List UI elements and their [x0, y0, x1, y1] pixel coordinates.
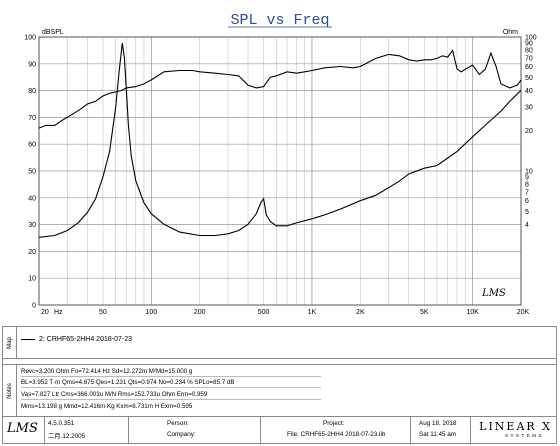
plot-frame	[38, 36, 522, 306]
project-label: Project:	[323, 420, 345, 427]
file-label: File: CRHF65-2HH4 2018-07-23.lib	[287, 431, 386, 438]
right-tick-label: 90	[525, 41, 533, 48]
map-section: Map 2: CRHF65-2HH4 2018-07-23	[3, 327, 556, 359]
legend-line-swatch	[21, 339, 35, 340]
left-tick-label: 80	[28, 88, 36, 95]
right-tick-label: 20	[525, 128, 533, 135]
note-line-2: BL=3.952 T·m Qms=4.675 Qes=1.231 Qts=0.9…	[21, 378, 321, 388]
notes-label-text: Notes	[6, 382, 13, 399]
map-label-text: Map	[6, 336, 13, 349]
build-date-text: 二月.12.2005	[48, 433, 86, 440]
left-tick-label: 70	[28, 115, 36, 122]
linearx-subtitle: SYSTEMS	[504, 433, 544, 438]
x-tick-label: 500	[258, 309, 270, 316]
version-text: 4.5.0.351	[48, 420, 75, 427]
right-tick-label: 60	[525, 64, 533, 71]
legend-entry: 2: CRHF65-2HH4 2018-07-23	[21, 336, 132, 343]
plot-area: SPL vs Freq dBSPL 0 10 20 30 40 50 60 70 80 90 100 Oh…	[24, 12, 537, 316]
note-line-3: Vas=7.827 Ltr Cms=366.003u M/N Rms=152.7…	[21, 390, 321, 400]
x-tick-label: 50	[99, 309, 107, 316]
left-tick-label: 20	[28, 249, 36, 256]
left-tick-label: 0	[32, 303, 36, 310]
lms-logo: LMS	[7, 421, 38, 436]
date-text: Aug 18, 2018	[419, 420, 457, 427]
right-tick-label: 10	[525, 169, 533, 176]
legend-entry-text: 2: CRHF65-2HH4 2018-07-23	[39, 336, 132, 343]
right-tick-label: 8	[525, 181, 529, 188]
x-tick-label: 1K	[308, 309, 317, 316]
footer-date-cell: Aug 18, 2018 Sat 11:45 am	[411, 417, 471, 444]
spl-curve	[38, 49, 522, 129]
right-tick-label: 5	[525, 209, 529, 216]
x-tick-label: 10K	[466, 309, 479, 316]
time-text: Sat 11:45 am	[419, 431, 456, 438]
right-tick-label: 7	[525, 189, 529, 196]
left-tick-label: 60	[28, 142, 36, 149]
map-side-label: Map	[3, 327, 17, 358]
left-tick-label: 90	[28, 61, 36, 68]
right-tick-label: 80	[525, 47, 533, 54]
footer: LMS 4.5.0.351 二月.12.2005 Person: Company…	[3, 417, 556, 444]
right-tick-label: 50	[525, 75, 533, 82]
left-tick-label: 10	[28, 276, 36, 283]
impedance-curve	[38, 43, 522, 238]
footer-linearx-cell: LINEAR X SYSTEMS	[471, 417, 556, 444]
footer-project-cell: Project: File: CRHF65-2HH4 2018-07-23.li…	[261, 417, 411, 444]
chart-title: SPL vs Freq	[230, 12, 329, 29]
linearx-logo: LINEAR X	[479, 420, 552, 433]
company-label: Company:	[167, 431, 196, 438]
right-axis-unit: Ohm	[503, 29, 518, 36]
note-line-1: Revc=3.200 Ohm Fo=72.414 Hz Sd=12.272m M…	[21, 367, 321, 377]
right-tick-label: 30	[525, 105, 533, 112]
notes-section: Notes Revc=3.200 Ohm Fo=72.414 Hz Sd=12.…	[3, 365, 556, 417]
footer-lms-logo-cell: LMS	[3, 417, 45, 444]
person-label: Person:	[167, 420, 189, 427]
left-tick-label: 50	[28, 169, 36, 176]
panel-divider	[3, 359, 556, 365]
x-tick-label: 20	[41, 309, 49, 316]
right-tick-label: 9	[525, 175, 529, 182]
x-tick-label: 5K	[420, 309, 429, 316]
left-axis-unit: dBSPL	[42, 29, 64, 36]
right-tick-label: 4	[525, 222, 529, 229]
x-tick-label: 100	[145, 309, 157, 316]
notes-side-label: Notes	[3, 365, 17, 416]
right-tick-label: 40	[525, 88, 533, 95]
right-tick-label: 100	[525, 35, 537, 42]
left-tick-label: 30	[28, 222, 36, 229]
x-tick-label: 200	[194, 309, 206, 316]
x-axis-unit: Hz	[54, 309, 63, 316]
footer-version-cell: 4.5.0.351 二月.12.2005	[45, 417, 129, 444]
footer-person-cell: Person: Company:	[129, 417, 261, 444]
x-tick-label: 20K	[517, 309, 530, 316]
left-tick-label: 100	[24, 35, 36, 42]
x-tick-label: 2K	[356, 309, 365, 316]
info-panel: Map 2: CRHF65-2HH4 2018-07-23 Notes Revc…	[2, 326, 557, 444]
right-tick-label: 6	[525, 198, 529, 205]
lms-watermark: LMS	[481, 288, 506, 299]
spl-chart: SPL vs FreqdBSPL0102030405060708090100Oh…	[24, 12, 537, 316]
left-tick-label: 40	[28, 195, 36, 202]
note-line-4: Mms=13.198 g Mmd=12.416m Kg Kxm=8.731m H…	[21, 403, 193, 410]
right-tick-label: 70	[525, 55, 533, 62]
